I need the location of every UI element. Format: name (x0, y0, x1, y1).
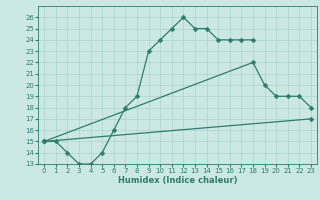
X-axis label: Humidex (Indice chaleur): Humidex (Indice chaleur) (118, 176, 237, 185)
